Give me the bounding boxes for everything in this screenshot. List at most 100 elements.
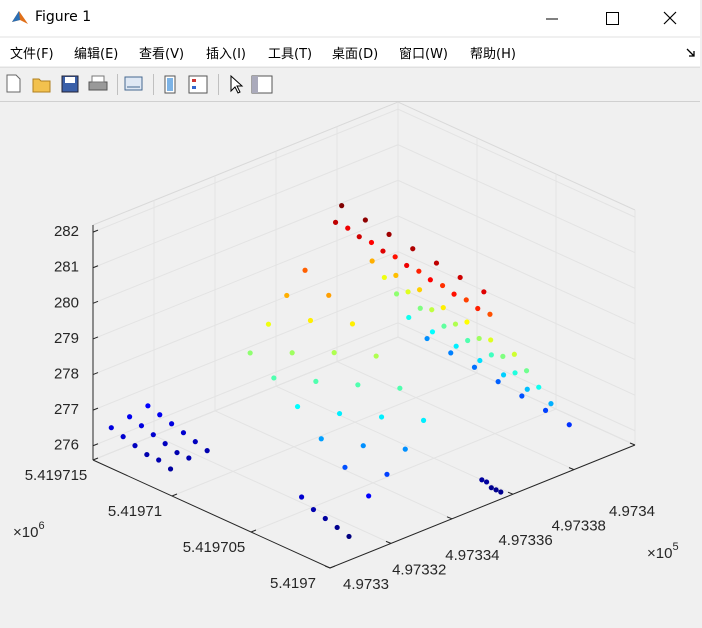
z-tick (92, 265, 99, 269)
menu-item[interactable]: 文件(F) (10, 47, 54, 62)
data-point (138, 423, 145, 429)
arrow-shape (686, 48, 695, 57)
z-tick (92, 336, 99, 340)
data-point (500, 372, 507, 378)
data-point (150, 432, 156, 438)
data-point (519, 393, 525, 399)
data-point (310, 506, 317, 513)
data-point (483, 479, 490, 485)
z-tick-label: 278 (54, 366, 79, 383)
pointer-button[interactable] (230, 74, 244, 94)
data-point (331, 350, 337, 356)
menu-item[interactable]: 工具(T) (268, 47, 313, 62)
x-tick (507, 491, 514, 495)
open-button[interactable] (32, 78, 51, 93)
data-point (169, 421, 175, 427)
x-tick (446, 516, 453, 520)
data-point (500, 353, 506, 359)
data-point (294, 403, 301, 410)
y-tick-label: 5.41971 (108, 503, 162, 520)
menu-bar: 文件(F) 编辑(E) 查看(V) 插入(I) 工具(T) 桌面(D) 窗口(W) 帮助(H) (0, 38, 700, 66)
data-point (381, 274, 387, 281)
menu-item[interactable]: 桌面(D) (332, 47, 379, 62)
data-point (313, 378, 319, 384)
data-point (247, 350, 253, 356)
data-point (349, 321, 356, 327)
logo-shape (12, 11, 20, 22)
app-icon (12, 11, 28, 24)
logo-shape (12, 11, 28, 24)
menu-dock-arrow[interactable] (684, 46, 698, 60)
data-point (271, 375, 277, 381)
data-point (523, 368, 530, 374)
menu-item[interactable]: 窗口(W) (399, 47, 448, 62)
menu-item[interactable]: 查看(V) (139, 47, 185, 62)
menu-item[interactable]: 帮助(H) (470, 47, 516, 62)
x-tick (568, 467, 575, 471)
data-point (120, 434, 126, 440)
data-point (452, 321, 459, 327)
x-tick (629, 442, 636, 446)
data-point (566, 422, 572, 428)
property-button[interactable] (251, 75, 273, 94)
menu-item[interactable]: 插入(I) (206, 47, 246, 62)
y-tick-label: 5.4197 (270, 575, 316, 592)
menu-item[interactable]: 编辑(E) (74, 47, 119, 62)
data-point (424, 335, 430, 342)
data-point (404, 262, 410, 269)
data-point (186, 455, 192, 461)
maximize-button[interactable] (606, 12, 619, 25)
legend-button[interactable] (188, 75, 208, 94)
data-point (167, 466, 174, 472)
figure-background (0, 101, 702, 628)
data-point (373, 353, 379, 359)
x-tick-label: 4.97338 (552, 518, 606, 535)
data-point (463, 297, 469, 303)
data-point (439, 282, 446, 289)
data-point (498, 489, 504, 495)
link-button[interactable] (124, 76, 143, 91)
data-point (380, 248, 386, 254)
data-point (397, 385, 403, 391)
data-point (536, 384, 542, 390)
colorbar-button[interactable] (164, 75, 176, 94)
data-point (157, 412, 163, 418)
window-title: Figure 1 (35, 9, 92, 25)
new-button[interactable] (6, 74, 21, 93)
z-tick (92, 229, 99, 233)
data-point (453, 343, 459, 349)
x-tick-label: 4.97332 (392, 561, 446, 578)
data-point (429, 329, 436, 335)
data-point (493, 487, 499, 493)
save-button[interactable] (61, 75, 79, 93)
print-button[interactable] (88, 75, 108, 91)
close-button[interactable] (663, 11, 677, 25)
grid-line (92, 102, 399, 461)
z-tick-label: 282 (54, 223, 79, 240)
data-point (378, 414, 385, 420)
axis-exponent: ×106 (13, 520, 45, 541)
x-tick (385, 540, 392, 544)
data-point (488, 352, 494, 358)
grid-line (250, 174, 557, 533)
data-point (440, 305, 446, 311)
title-bar: Figure 1 (0, 0, 700, 36)
exponent-power: 6 (38, 520, 44, 532)
data-point (284, 292, 290, 299)
data-point (108, 425, 114, 431)
data-point (162, 441, 168, 447)
data-point (355, 382, 361, 388)
data-point (180, 430, 187, 436)
data-point (420, 417, 427, 423)
data-point (362, 217, 368, 223)
grid-line (171, 138, 478, 497)
window-controls (546, 11, 677, 25)
z-tick-label: 279 (54, 330, 79, 347)
data-point (144, 451, 150, 458)
data-point (366, 493, 372, 499)
z-tick (92, 300, 99, 304)
data-point (289, 350, 295, 356)
x-tick-label: 4.9734 (609, 503, 655, 520)
